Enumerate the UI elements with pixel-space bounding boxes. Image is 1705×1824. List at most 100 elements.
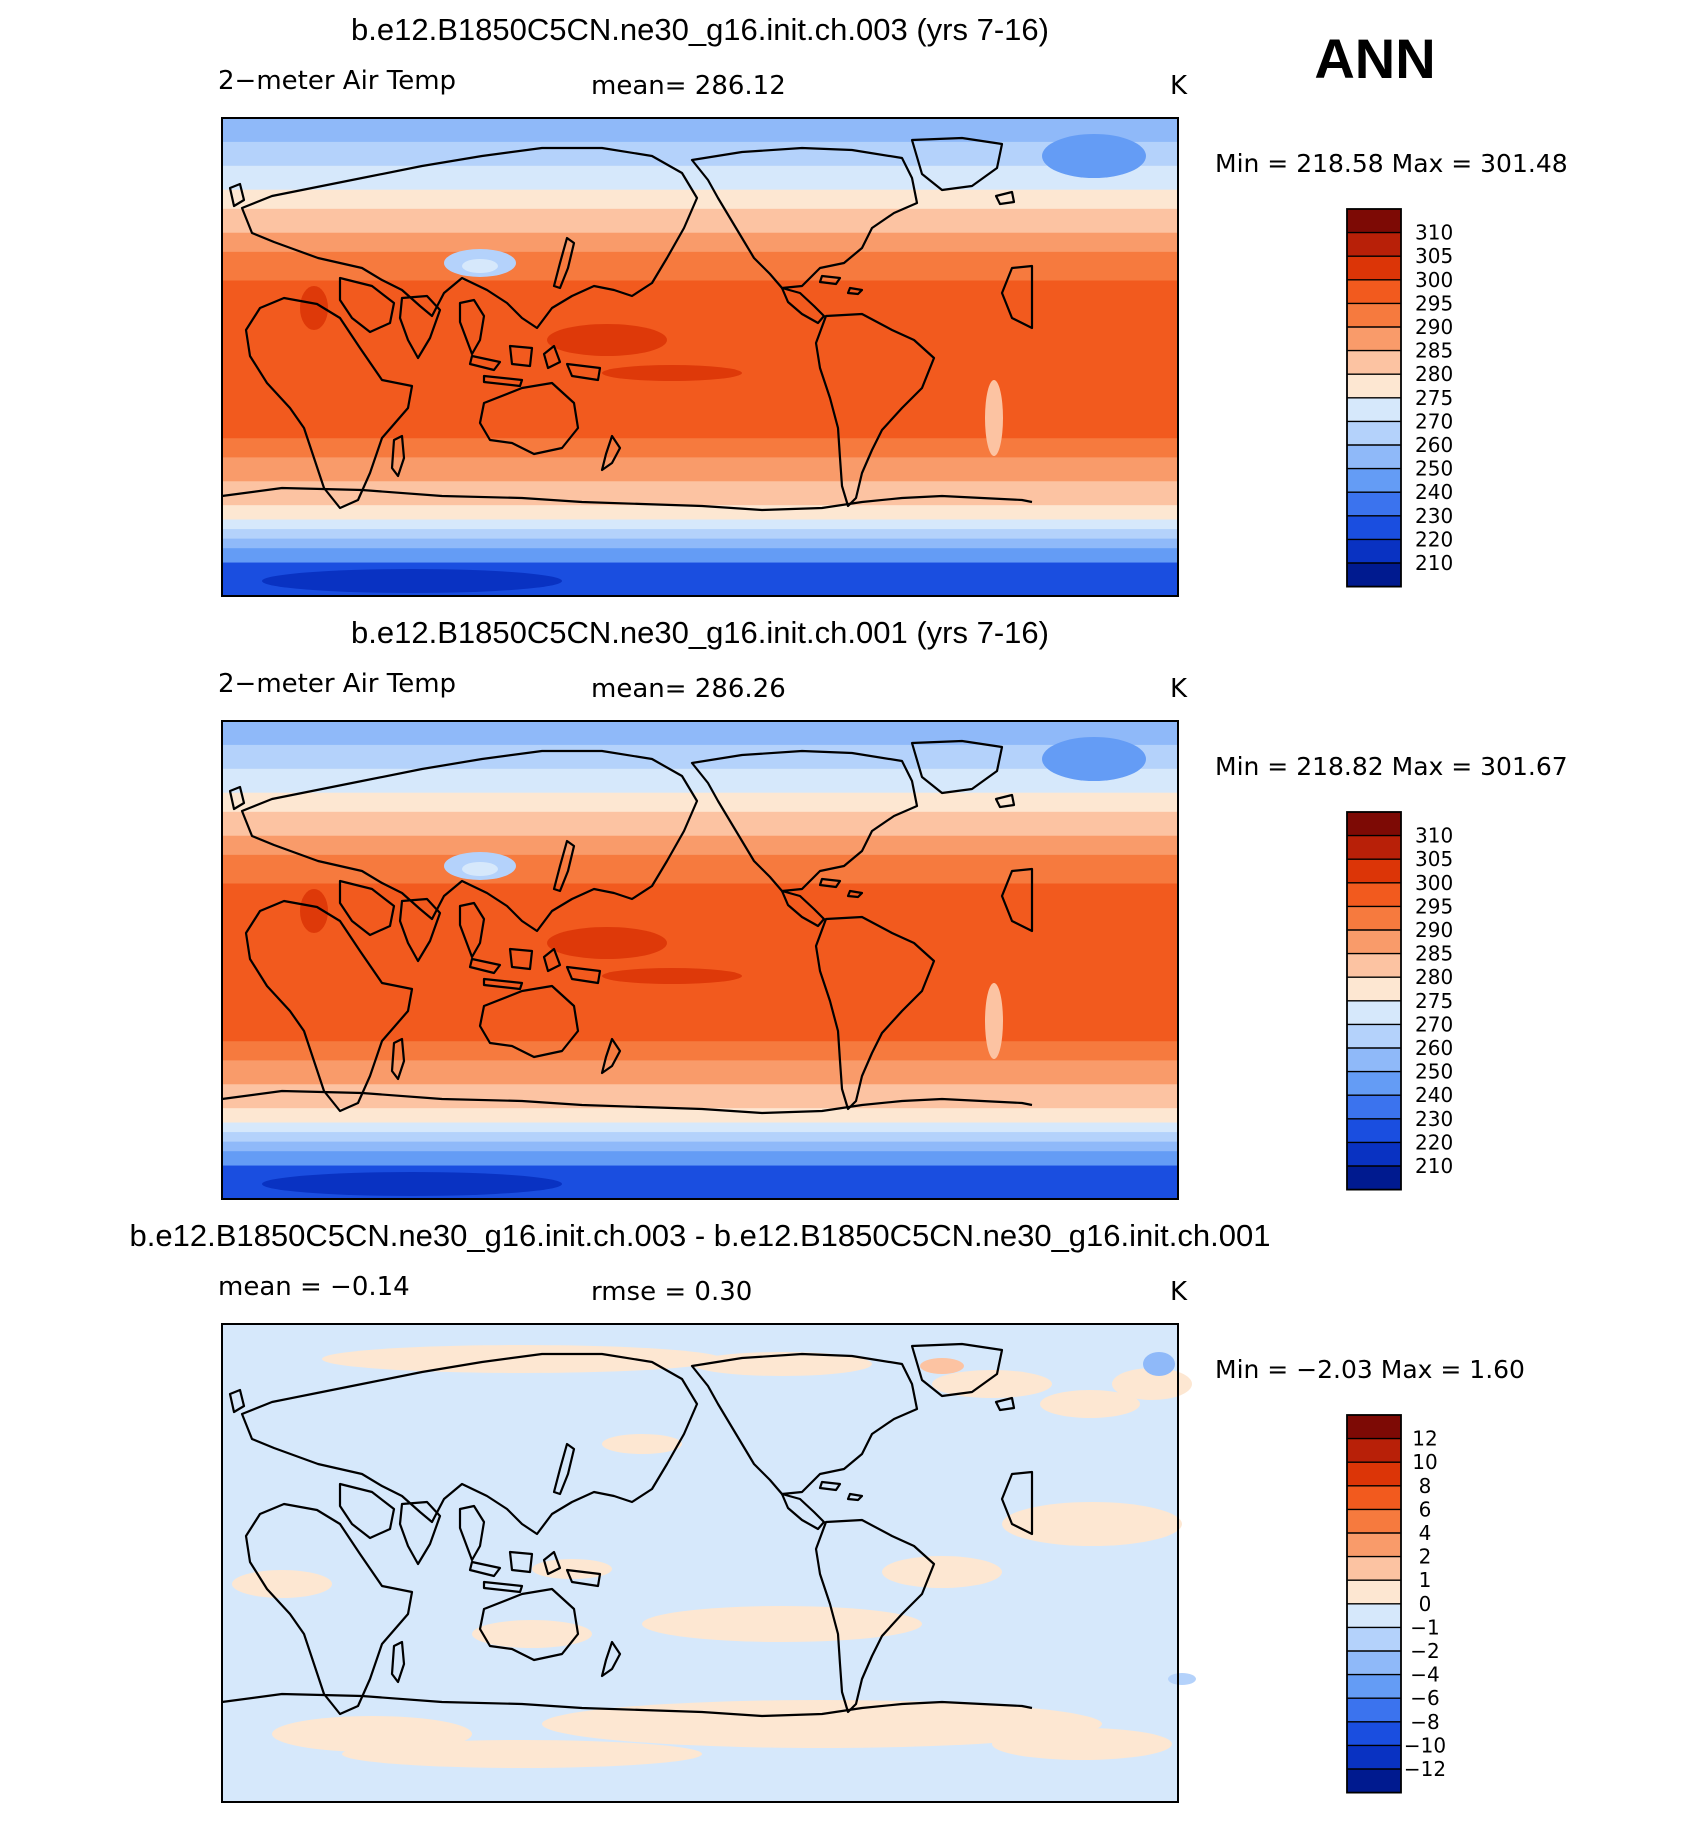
colorbar-swatch [1347, 1438, 1401, 1463]
contour-band [222, 505, 1178, 521]
colorbar-swatch [1347, 1580, 1401, 1605]
contour-region [992, 1728, 1172, 1760]
map-field [222, 1324, 1196, 1802]
chart-panel-3: b.e12.B1850C5CN.ne30_g16.init.ch.003 - b… [130, 1218, 1525, 1803]
contour-band [222, 1132, 1178, 1143]
colorbar-swatch [1347, 1509, 1401, 1534]
contour-region [300, 286, 328, 330]
contour-region [602, 365, 742, 381]
season-label: ANN [1314, 27, 1435, 90]
colorbar-tick-label: 300 [1415, 871, 1453, 895]
colorbar-swatch [1347, 1415, 1401, 1439]
contour-region [882, 1556, 1002, 1588]
colorbar-tick-label: 240 [1415, 480, 1453, 504]
colorbar-swatch [1347, 209, 1401, 233]
colorbar-tick-label: 220 [1415, 527, 1453, 551]
colorbar-swatch [1347, 1024, 1401, 1049]
panel-left-label: mean = −0.14 [218, 1272, 410, 1302]
colorbar-tick-label: −4 [1410, 1663, 1439, 1687]
contour-band [222, 1108, 1178, 1124]
colorbar-swatch [1347, 350, 1401, 375]
colorbar-tick-label: 295 [1415, 894, 1453, 918]
panel-title: b.e12.B1850C5CN.ne30_g16.init.ch.003 (yr… [351, 12, 1049, 47]
contour-band [222, 744, 1178, 770]
colorbar-swatch [1347, 835, 1401, 860]
contour-band [222, 538, 1178, 549]
map-frame [221, 1323, 1179, 1803]
colorbar-frame [1346, 811, 1402, 1191]
colorbar-swatch [1347, 1142, 1401, 1167]
contour-band [222, 1041, 1178, 1061]
colorbar-tick-label: 305 [1415, 244, 1453, 268]
contour-region [1168, 1673, 1196, 1685]
contour-region [1042, 737, 1146, 781]
colorbar-tick-label: 275 [1415, 989, 1453, 1013]
map-field [222, 118, 1178, 597]
colorbar-swatch [1347, 492, 1401, 517]
colorbar-swatch [1347, 1095, 1401, 1120]
colorbar-tick-label: −1 [1410, 1615, 1439, 1639]
colorbar-tick-label: 8 [1419, 1474, 1432, 1498]
chart-panel-1: b.e12.B1850C5CN.ne30_g16.init.ch.003 (yr… [218, 12, 1568, 597]
colorbar-tick-label: −6 [1410, 1686, 1439, 1710]
contour-region [322, 1345, 722, 1373]
contour-band [222, 1141, 1178, 1152]
colorbar-swatch [1347, 1603, 1401, 1628]
colorbar-tick-label: 220 [1415, 1130, 1453, 1154]
contour-band [222, 854, 1178, 885]
colorbar-swatch [1347, 1071, 1401, 1096]
colorbar-swatch [1347, 1166, 1401, 1190]
colorbar-tick-label: 285 [1415, 339, 1453, 363]
colorbar-swatch [1347, 327, 1401, 351]
contour-region [1040, 1390, 1140, 1418]
contour-band [222, 529, 1178, 540]
contour-region [985, 983, 1003, 1059]
panel-left-label: 2−meter Air Temp [218, 66, 456, 96]
contour-region [462, 259, 498, 273]
panel-title: b.e12.B1850C5CN.ne30_g16.init.ch.003 - b… [130, 1218, 1271, 1253]
contour-region [1112, 1368, 1192, 1400]
contour-region [262, 569, 562, 593]
colorbar: 3103053002952902852802752702602502402302… [1346, 208, 1453, 588]
contour-band [222, 1122, 1178, 1133]
colorbar-tick-label: 260 [1415, 1036, 1453, 1060]
colorbar-tick-label: 280 [1415, 965, 1453, 989]
chart-panel-2: b.e12.B1850C5CN.ne30_g16.init.ch.001 (yr… [218, 615, 1568, 1200]
colorbar-tick-label: 0 [1419, 1592, 1432, 1616]
colorbar-swatch [1347, 1745, 1401, 1770]
contour-band [222, 280, 1178, 439]
contour-region [1002, 1502, 1182, 1546]
panel-units-label: K [1170, 1277, 1188, 1307]
colorbar-swatch [1347, 397, 1401, 422]
colorbar-tick-label: 290 [1415, 315, 1453, 339]
colorbar-swatch [1347, 1651, 1401, 1675]
contour-region [602, 1434, 682, 1454]
colorbar-tick-label: 285 [1415, 942, 1453, 966]
panel-center-label: rmse = 0.30 [591, 1277, 752, 1307]
colorbar-tick-label: 310 [1415, 824, 1453, 848]
colorbar-tick-label: 4 [1419, 1521, 1432, 1545]
panel-minmax-label: Min = 218.82 Max = 301.67 [1215, 752, 1568, 781]
colorbar-tick-label: 230 [1415, 1107, 1453, 1131]
colorbar-swatch [1347, 1048, 1401, 1072]
colorbar-swatch [1347, 1118, 1401, 1143]
contour-region [462, 862, 498, 876]
colorbar-tick-label: 290 [1415, 918, 1453, 942]
colorbar-swatch [1347, 374, 1401, 399]
colorbar-tick-label: 12 [1412, 1427, 1437, 1451]
contour-region [547, 324, 667, 356]
colorbar-swatch [1347, 906, 1401, 931]
colorbar-tick-label: 230 [1415, 504, 1453, 528]
panel-center-label: mean= 286.12 [591, 71, 786, 101]
colorbar-swatch [1347, 977, 1401, 1002]
colorbar-tick-label: 300 [1415, 268, 1453, 292]
colorbar-tick-label: 260 [1415, 433, 1453, 457]
colorbar-tick-label: 250 [1415, 457, 1453, 481]
panel-minmax-label: Min = 218.58 Max = 301.48 [1215, 149, 1568, 178]
contour-region [342, 1740, 702, 1768]
colorbar-tick-label: 210 [1415, 551, 1453, 575]
colorbar-tick-label: −8 [1410, 1710, 1439, 1734]
colorbar-swatch [1347, 539, 1401, 564]
